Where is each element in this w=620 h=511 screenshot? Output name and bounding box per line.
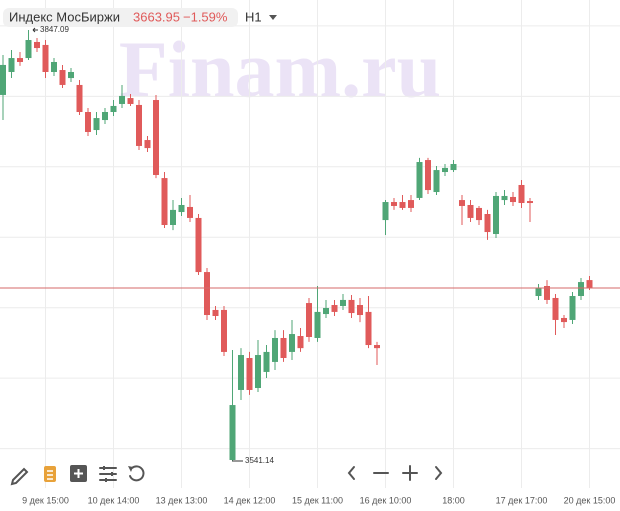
candle-body [136, 104, 142, 146]
change: −1.59% [183, 9, 228, 24]
candle-body [391, 202, 397, 206]
settings[interactable] [99, 467, 117, 481]
candle-body [255, 355, 261, 389]
candle-body [127, 98, 134, 104]
candle-body [212, 309, 219, 317]
x-tick-label: 17 дек 17:00 [496, 495, 548, 505]
candle-body [34, 41, 40, 49]
min-label: 3541.14 [245, 456, 274, 465]
candle-body [42, 44, 49, 72]
x-tick-label: 9 дек 15:00 [22, 495, 69, 505]
candle-body [459, 200, 465, 206]
candle-body [476, 207, 482, 221]
candle-body [323, 307, 329, 315]
candle-body [85, 112, 91, 133]
candle-body [348, 299, 355, 314]
draw-tool[interactable] [10, 467, 29, 486]
watermark: Finam.ru [119, 26, 441, 114]
candle-body [365, 311, 372, 346]
max-label: 3847.09 [40, 25, 69, 34]
candle-body [170, 209, 176, 225]
candle-body [76, 84, 83, 113]
candle-body [374, 345, 380, 349]
candle-body [68, 71, 74, 79]
x-tick-label: 16 дек 10:00 [360, 495, 412, 505]
candle-body [195, 217, 202, 273]
candle-body [246, 357, 253, 390]
candle-body [433, 170, 440, 193]
zoom-in[interactable] [402, 465, 418, 481]
candle-body [93, 118, 100, 131]
x-tick-label: 20 дек 15:00 [564, 495, 616, 505]
x-tick-label: 10 дек 14:00 [88, 495, 140, 505]
candle-body [8, 58, 15, 72]
candle-body [110, 105, 117, 113]
candle-body [0, 64, 6, 95]
candle-body [306, 303, 312, 338]
candle-body [238, 355, 244, 390]
candle-body [59, 70, 66, 85]
candle-body [204, 272, 210, 316]
candle-body [153, 100, 159, 175]
scroll-left[interactable] [347, 466, 355, 480]
candle-body [569, 296, 576, 320]
x-tick-label: 13 дек 13:00 [156, 495, 208, 505]
max-arrow [32, 27, 38, 33]
candle-body [552, 297, 559, 320]
header-bg [3, 8, 238, 27]
candle-body [144, 140, 151, 149]
candle-body [399, 202, 406, 208]
candle-body [221, 309, 227, 352]
candle-body [535, 288, 542, 297]
candle-body [586, 280, 593, 289]
candle-body [297, 336, 304, 349]
candle-body [25, 40, 32, 59]
candle-body [161, 178, 168, 225]
candle-body [272, 337, 278, 362]
candle-body [178, 204, 185, 213]
candle-body [357, 305, 363, 316]
candle-body [408, 200, 414, 208]
candle-body [280, 337, 287, 358]
candle-body [527, 201, 533, 204]
timeframe[interactable]: H1 [245, 9, 262, 24]
candle-body [518, 184, 525, 204]
candle-body [229, 405, 236, 460]
candle-body [544, 285, 550, 300]
candle-body [340, 299, 346, 307]
candle-body [467, 204, 474, 218]
scroll-right[interactable] [435, 466, 443, 480]
notes-tool[interactable] [44, 466, 56, 482]
candle-body [484, 214, 491, 233]
timeframe-caret[interactable] [269, 15, 277, 20]
candle-body [187, 206, 193, 218]
candle-body [510, 196, 516, 203]
candle-body [561, 317, 567, 323]
candle-body [442, 167, 448, 173]
x-tick-label: 18:00 [442, 495, 465, 505]
x-tick-label: 15 дек 11:00 [292, 495, 343, 505]
instrument-name[interactable]: Индекс МосБиржи [9, 9, 120, 24]
candle-body [51, 61, 57, 72]
candle-body [102, 112, 108, 121]
candle-body [289, 334, 295, 352]
candle-body [493, 195, 499, 235]
candle-body [119, 95, 125, 104]
candle-body [314, 311, 321, 338]
toolbar [10, 465, 443, 486]
candle-body [578, 282, 584, 297]
candle-body [382, 202, 389, 221]
candle-body [416, 162, 423, 198]
last-price: 3663.95 [133, 9, 180, 24]
candle-body [425, 160, 431, 191]
x-tick-label: 14 дек 12:00 [224, 495, 276, 505]
candle-body [450, 163, 457, 171]
candle-body [263, 351, 270, 372]
candle-body [501, 195, 508, 201]
candle-body [17, 58, 23, 62]
undo[interactable] [129, 465, 145, 482]
candle-body [331, 305, 338, 312]
